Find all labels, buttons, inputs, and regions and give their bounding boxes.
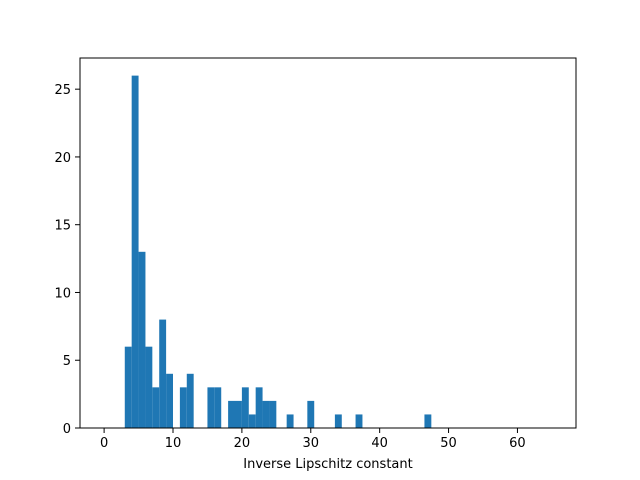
histogram-bar-0 (124, 346, 132, 428)
x-tick-label: 30 (303, 436, 320, 451)
histogram-bar-8 (186, 373, 194, 428)
histogram-bar-11 (228, 400, 235, 428)
x-tick-label: 10 (165, 436, 182, 451)
x-axis-ticks: 0 10 20 30 40 50 60 (100, 428, 526, 451)
y-tick-label: 10 (54, 286, 71, 301)
histogram-bar-16 (262, 400, 270, 428)
histogram-bar-14 (248, 414, 256, 428)
histogram-bar-13 (241, 387, 249, 428)
plot-frame (79, 57, 577, 429)
x-tick-label: 20 (234, 436, 251, 451)
histogram-bar-3 (145, 346, 153, 428)
histogram-bar-7 (179, 387, 187, 428)
histogram-bar-15 (255, 387, 263, 428)
y-tick-label: 0 (63, 422, 71, 437)
histogram-bar-19 (307, 400, 315, 428)
y-tick-label: 20 (54, 151, 71, 166)
bars-group (124, 75, 432, 429)
y-tick-label: 25 (54, 83, 71, 98)
histogram-bar-21 (355, 414, 363, 428)
y-tick-label: 5 (63, 354, 71, 369)
histogram-bar-10 (214, 387, 222, 428)
histogram-bar-18 (286, 414, 294, 428)
histogram-bar-6 (166, 373, 173, 428)
x-tick-label: 60 (509, 436, 526, 451)
histogram-bar-2 (138, 251, 146, 428)
y-tick-label: 15 (54, 219, 71, 234)
histogram-bar-20 (334, 414, 342, 428)
y-axis-ticks: 0 5 10 15 20 25 (54, 83, 80, 437)
histogram-bar-1 (131, 75, 139, 429)
histogram-bar-9 (207, 387, 215, 428)
histogram-bar-17 (269, 400, 277, 428)
histogram-bar-22 (424, 414, 432, 428)
histogram-bar-5 (159, 319, 167, 428)
x-axis-label: Inverse Lipschitz constant (243, 457, 412, 472)
histogram-bar-4 (152, 387, 160, 428)
x-tick-label: 0 (100, 436, 108, 451)
x-tick-label: 40 (371, 436, 388, 451)
histogram-bar-12 (235, 400, 242, 428)
x-tick-label: 50 (440, 436, 457, 451)
